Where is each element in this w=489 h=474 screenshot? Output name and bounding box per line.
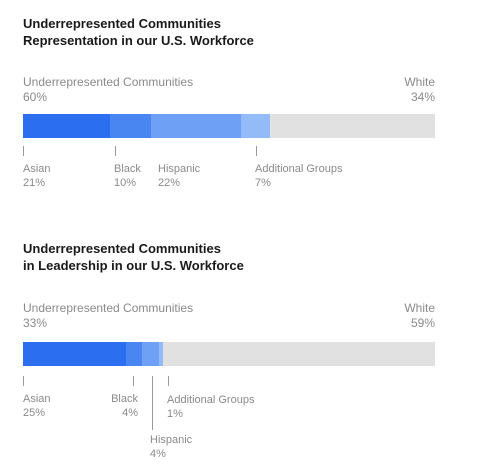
chart2-label-black: Black 4% — [104, 392, 138, 420]
chart2-tick-black — [133, 376, 134, 386]
chart1-label-asian-value: 21% — [23, 177, 46, 189]
chart1-label-additional-name: Additional Groups — [255, 163, 343, 175]
chart2-label-black-name: Black — [111, 393, 138, 405]
chart1-title: Underrepresented Communities Representat… — [23, 15, 254, 49]
chart2-bar — [23, 342, 435, 366]
chart1-label-hispanic-value: 22% — [158, 177, 181, 189]
chart2-white-group: White 59% — [404, 301, 435, 331]
chart2-segment-additional-groups — [158, 342, 164, 366]
chart1-tick-asian — [23, 146, 24, 156]
chart2-label-hispanic-name: Hispanic — [150, 434, 193, 446]
chart1-title-line1: Underrepresented Communities — [23, 16, 221, 31]
chart2-urc-value: 33% — [23, 316, 48, 330]
chart2-white-label: White — [404, 301, 435, 315]
chart1-title-line2: Representation in our U.S. Workforce — [23, 33, 254, 48]
chart1-segment-hispanic — [150, 114, 242, 138]
chart1-label-additional-value: 7% — [255, 177, 271, 189]
chart2-label-additional-value: 1% — [167, 408, 183, 420]
chart2-label-additional-groups: Additional Groups 1% — [167, 393, 254, 421]
chart1-tick-black — [115, 146, 116, 156]
chart2-label-asian-name: Asian — [23, 393, 51, 405]
chart2-label-asian-value: 25% — [23, 407, 46, 419]
chart2-segment-black — [126, 342, 143, 366]
chart2-label-asian: Asian 25% — [23, 392, 51, 420]
chart1-urc-label: Underrepresented Communities — [23, 75, 194, 89]
chart2-tick-hispanic — [152, 376, 153, 430]
chart1-white-value: 34% — [410, 90, 435, 104]
chart2-label-hispanic: Hispanic 4% — [150, 433, 192, 461]
chart1-label-black-value: 10% — [114, 177, 137, 189]
chart2-label-additional-name: Additional Groups — [167, 394, 255, 406]
chart2-label-hispanic-value: 4% — [150, 448, 166, 460]
chart2-segment-asian — [23, 342, 126, 366]
chart2-urc-group: Underrepresented Communities 33% — [23, 301, 193, 331]
chart2-white-value: 59% — [410, 316, 435, 330]
chart1-label-asian-name: Asian — [23, 163, 51, 175]
chart1-tick-additional-groups — [256, 146, 257, 156]
chart1-urc-group: Underrepresented Communities 60% — [23, 75, 193, 105]
chart1-white-group: White 34% — [404, 75, 435, 105]
chart1-bar — [23, 114, 435, 138]
chart2-urc-label: Underrepresented Communities — [23, 301, 194, 315]
chart1-segment-black — [109, 114, 151, 138]
chart1-urc-value: 60% — [23, 90, 48, 104]
chart1-label-asian: Asian 21% — [23, 162, 51, 190]
chart1-label-additional-groups: Additional Groups 7% — [255, 162, 342, 190]
chart2-segment-hispanic — [142, 342, 159, 366]
chart1-label-black: Black 10% — [114, 162, 141, 190]
chart1-label-black-name: Black — [114, 163, 141, 175]
chart2-label-black-value: 4% — [122, 407, 138, 419]
chart2-tick-asian — [23, 376, 24, 386]
chart2-title-line1: Underrepresented Communities — [23, 241, 221, 256]
chart2-tick-additional-groups — [168, 376, 169, 386]
chart1-label-hispanic-name: Hispanic — [158, 163, 201, 175]
chart1-segment-additional-groups — [241, 114, 271, 138]
chart2-title-line2: in Leadership in our U.S. Workforce — [23, 258, 244, 273]
chart1-label-hispanic: Hispanic 22% — [158, 162, 200, 190]
chart1-segment-asian — [23, 114, 110, 138]
chart1-white-label: White — [404, 75, 435, 89]
chart2-title: Underrepresented Communities in Leadersh… — [23, 240, 244, 274]
